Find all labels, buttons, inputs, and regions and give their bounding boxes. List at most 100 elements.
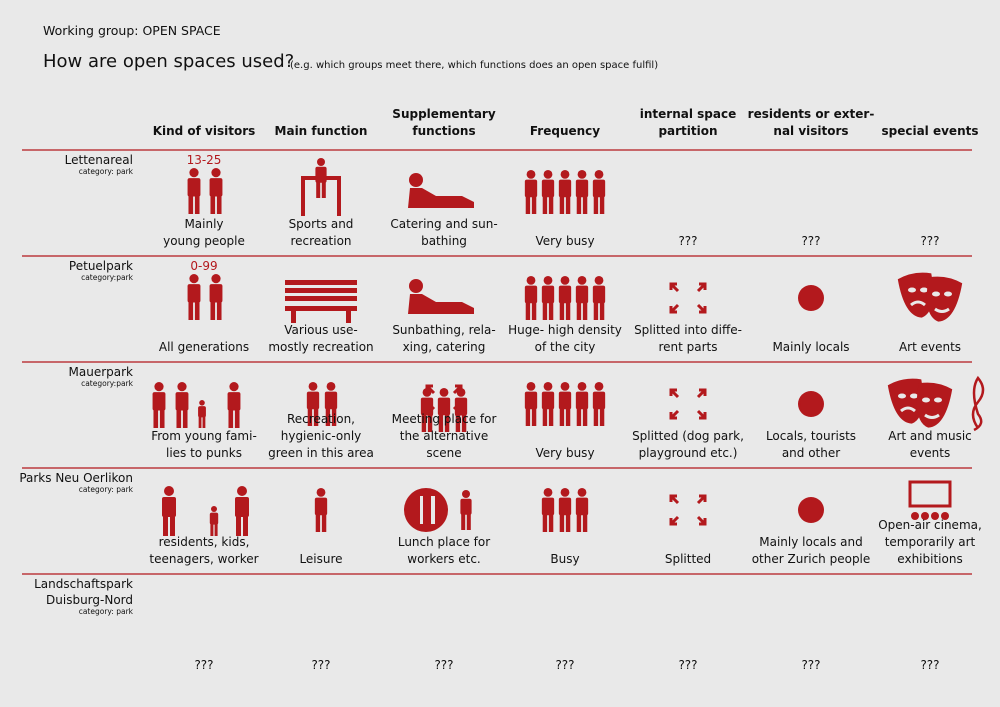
head (594, 382, 604, 391)
knife (431, 496, 435, 524)
eye (922, 397, 930, 403)
column-header: Kind of visitors (153, 124, 256, 138)
leg (593, 408, 599, 426)
eye (934, 397, 942, 403)
leg (176, 409, 182, 428)
column-header: residents or exter- (748, 107, 875, 121)
arrow-head (699, 388, 707, 396)
leg (565, 408, 571, 426)
torso (227, 392, 241, 411)
icon-person (314, 488, 328, 532)
arrow-head (425, 384, 433, 392)
plate (404, 488, 448, 532)
column-header: Frequency (530, 124, 600, 138)
icon-bench (285, 280, 357, 323)
head (560, 382, 570, 391)
head (594, 170, 604, 179)
leg (582, 514, 588, 532)
eye (920, 287, 928, 293)
icon-mixed (162, 486, 249, 536)
torso (541, 497, 555, 516)
head (177, 382, 187, 392)
leg (444, 414, 450, 432)
torso (315, 166, 327, 183)
icon-lunch (404, 488, 472, 532)
leg (559, 302, 565, 320)
head (543, 276, 553, 285)
cell-text: Splitted (665, 552, 711, 566)
leg (291, 311, 296, 323)
icon-couple (187, 274, 223, 320)
cell-text: and other (782, 446, 840, 460)
head (409, 279, 423, 293)
row-name: Mauerpark (69, 365, 134, 379)
column-header: partition (658, 124, 717, 138)
leg (565, 196, 571, 214)
torso (592, 391, 606, 410)
head (189, 168, 199, 178)
viewer (921, 512, 929, 520)
head (526, 382, 536, 391)
torso (209, 284, 223, 303)
eye (898, 393, 906, 399)
arrow-head (699, 282, 707, 290)
icon-masks (887, 378, 953, 428)
leg (599, 302, 605, 320)
head (308, 382, 318, 391)
leg (576, 408, 582, 426)
mask (897, 272, 934, 318)
cell-text: ??? (801, 658, 820, 672)
column-header: internal space (640, 107, 736, 121)
cell-text: Leisure (299, 552, 342, 566)
leg (346, 311, 351, 323)
leg (315, 514, 321, 532)
cell-text: Art events (899, 340, 961, 354)
row-category: category: park (79, 485, 134, 494)
arrow-head (699, 306, 707, 314)
arrow-head (669, 282, 677, 290)
row-category: category:park (81, 379, 134, 388)
leg (159, 409, 165, 428)
cell-text: scene (426, 446, 461, 460)
leg (542, 196, 548, 214)
viewer (931, 512, 939, 520)
leg (548, 514, 554, 532)
post (337, 176, 341, 216)
torso (187, 284, 201, 303)
leg (243, 516, 248, 536)
leg (582, 302, 588, 320)
icon-target (791, 490, 831, 530)
center (800, 393, 822, 415)
row-category: category:park (81, 273, 134, 282)
leg (531, 196, 537, 214)
torso (314, 497, 328, 516)
leg (316, 182, 321, 198)
head (237, 486, 247, 496)
cell-text: rent parts (658, 340, 717, 354)
cell-text: From young fami- (151, 429, 257, 443)
head (211, 168, 221, 178)
torso (209, 512, 219, 525)
icon-target (798, 391, 824, 417)
mask (887, 378, 924, 424)
cell-text: Catering and sun- (390, 217, 497, 231)
head (317, 158, 325, 166)
leg (427, 414, 433, 432)
leg (548, 408, 554, 426)
cell-text: Splitted (dog park, (632, 429, 744, 443)
head (577, 488, 587, 497)
body (408, 188, 474, 208)
eye (908, 287, 916, 293)
torso (558, 497, 572, 516)
leg (216, 301, 222, 320)
cell-text: Sports and (289, 217, 354, 231)
row-category: category: park (79, 167, 134, 176)
cell-text: ??? (311, 658, 330, 672)
group-title: Working group: OPEN SPACE (43, 23, 221, 38)
icon-masks (897, 272, 963, 322)
head (577, 170, 587, 179)
torso (235, 497, 249, 517)
torso (558, 391, 572, 410)
head (577, 382, 587, 391)
